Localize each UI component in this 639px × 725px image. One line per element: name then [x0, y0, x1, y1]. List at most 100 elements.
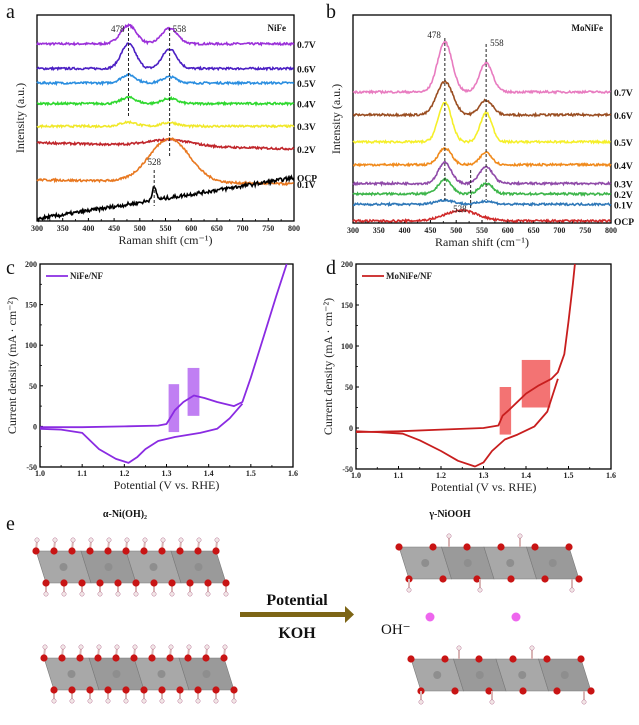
- oxygen-atom: [429, 543, 437, 551]
- oxygen-atom: [577, 655, 585, 663]
- y-tick-label: -50: [26, 463, 37, 472]
- series-label: 0.3V: [614, 180, 633, 190]
- nickel-atom: [59, 563, 68, 571]
- oxygen-atom: [194, 547, 202, 555]
- x-tick-label: 1.1: [77, 469, 87, 478]
- peak-label: 558: [173, 24, 187, 34]
- y-tick-label: -50: [342, 465, 353, 474]
- hydrogen-atom: [489, 699, 495, 705]
- series-line-0-2V: [352, 177, 612, 197]
- oxygen-atom: [212, 547, 220, 555]
- hydrogen-atom: [88, 537, 94, 543]
- oxygen-atom: [58, 654, 66, 662]
- hydrogen-atom: [79, 591, 85, 597]
- oxygen-atom: [407, 655, 415, 663]
- hydrogen-atom: [70, 537, 76, 543]
- oxygen-atom: [451, 687, 459, 695]
- hydrogen-atom: [186, 644, 192, 650]
- hydrogen-atom: [96, 644, 102, 650]
- series-line-0-4V: [352, 147, 612, 168]
- oxygen-atom: [220, 654, 228, 662]
- oxygen-atom: [122, 547, 130, 555]
- hydrogen-atom: [52, 537, 58, 543]
- oxygen-atom: [166, 654, 174, 662]
- hydrogen-atom: [195, 698, 201, 704]
- hydrogen-atom: [187, 591, 193, 597]
- oxygen-atom: [132, 579, 140, 587]
- x-tick-label: 400: [399, 226, 411, 235]
- hydrogen-atom: [142, 537, 148, 543]
- oxygen-atom: [130, 654, 138, 662]
- highlight-box: [187, 367, 200, 416]
- series-label: OCP: [614, 218, 634, 228]
- oxygen-atom: [543, 655, 551, 663]
- y-tick-label: 150: [25, 301, 37, 310]
- hydroxide-ion-dot: [425, 612, 435, 622]
- oxygen-atom: [148, 654, 156, 662]
- nickel-atom: [475, 671, 484, 679]
- cv-reverse-scan: [39, 403, 244, 464]
- oxygen-atom: [222, 579, 230, 587]
- hydrogen-atom: [132, 644, 138, 650]
- series-label: 0.4V: [297, 101, 316, 111]
- x-tick-label: 1.4: [204, 469, 214, 478]
- oxygen-atom: [78, 579, 86, 587]
- panel-label-a: a: [6, 1, 15, 23]
- hydrogen-atom: [517, 533, 523, 539]
- oxygen-atom: [168, 579, 176, 587]
- y-tick-label: 0: [33, 422, 37, 431]
- oxygen-atom: [553, 687, 561, 695]
- peak-label: 558: [490, 38, 504, 48]
- x-tick-label: 450: [424, 226, 436, 235]
- series-line-0-6V: [36, 42, 295, 72]
- x-tick-label: 1.2: [436, 471, 446, 480]
- hydrogen-atom: [87, 698, 93, 704]
- x-tick-label: 350: [57, 224, 69, 233]
- oxygen-atom: [507, 575, 515, 583]
- plot-frame: [355, 263, 612, 470]
- oxygen-atom: [140, 686, 148, 694]
- oxygen-atom: [204, 579, 212, 587]
- x-tick-label: 450: [108, 224, 120, 233]
- hydrogen-atom: [114, 644, 120, 650]
- nickel-atom: [421, 559, 430, 567]
- oxygen-atom: [463, 543, 471, 551]
- x-tick-label: 500: [450, 226, 462, 235]
- highlight-box: [499, 387, 512, 435]
- oxygen-atom: [395, 543, 403, 551]
- y-tick-label: 50: [29, 382, 37, 391]
- x-tick-label: 650: [211, 224, 223, 233]
- oxygen-atom: [186, 579, 194, 587]
- x-tick-label: 700: [237, 224, 249, 233]
- x-tick-label: 600: [502, 226, 514, 235]
- panel-label-d: d: [326, 257, 336, 279]
- oxygen-atom: [587, 687, 595, 695]
- hydrogen-atom: [168, 644, 174, 650]
- series-label: OCP: [297, 175, 317, 185]
- hydrogen-atom: [34, 537, 40, 543]
- hydrogen-atom: [61, 591, 67, 597]
- hydrogen-atom: [213, 698, 219, 704]
- highlight-box: [521, 359, 551, 408]
- oxygen-atom: [42, 579, 50, 587]
- x-tick-label: 1.3: [479, 471, 489, 480]
- series-line-0-6V: [353, 79, 612, 118]
- hydrogen-atom: [69, 698, 75, 704]
- series-line-0-1V: [353, 198, 612, 208]
- hydrogen-atom: [529, 645, 535, 651]
- hydrogen-atom: [105, 698, 111, 704]
- oxygen-atom: [230, 686, 238, 694]
- oxygen-atom: [485, 687, 493, 695]
- nickel-atom: [104, 563, 113, 571]
- oxygen-atom: [475, 655, 483, 663]
- x-axis-label: Raman shift (cm⁻¹): [435, 235, 529, 249]
- hydrogen-atom: [569, 587, 575, 593]
- chart-title: MoNiFe: [572, 23, 604, 33]
- nickel-atom: [67, 670, 76, 678]
- series-line-0-3V: [352, 160, 612, 187]
- oxygen-atom: [32, 547, 40, 555]
- hydrogen-atom: [42, 644, 48, 650]
- oxygen-atom: [150, 579, 158, 587]
- x-tick-label: 1.5: [246, 469, 256, 478]
- nickel-atom: [463, 559, 472, 567]
